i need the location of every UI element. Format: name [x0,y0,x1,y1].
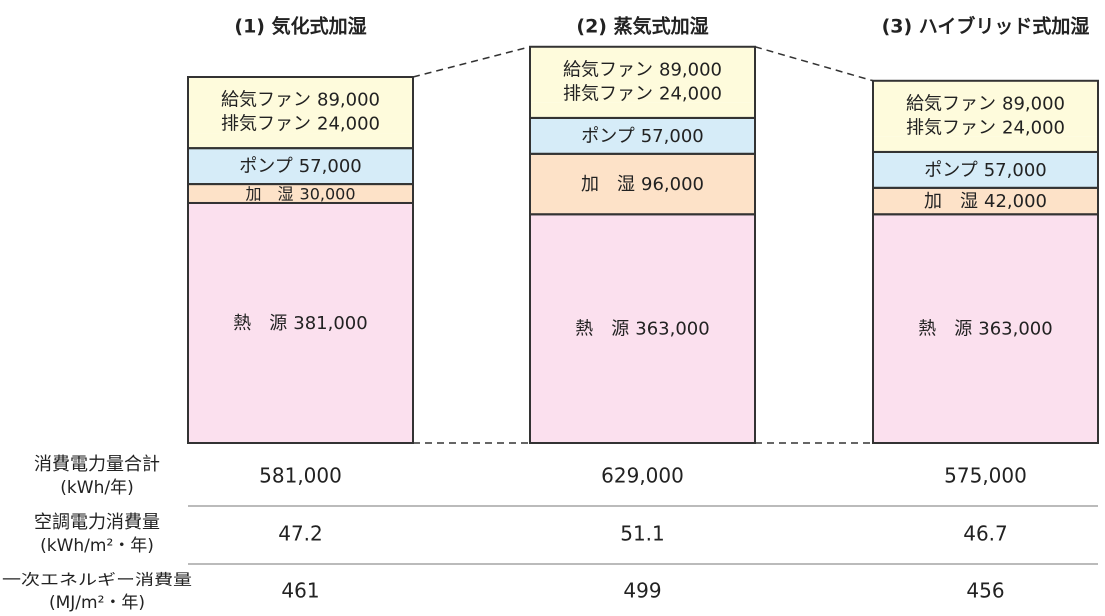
segment-label: ポンプ 57,000 [924,160,1046,181]
segment-name: 給気ファン [221,90,311,111]
bar-segment [873,151,1098,188]
segment-value: 30,000 [300,184,356,203]
segment-value: 363,000 [635,319,709,340]
segment-value: 363,000 [978,319,1052,340]
segment-value: 96,000 [641,174,704,195]
segment-value: 89,000 [659,59,722,80]
segment-value: 381,000 [293,313,367,334]
segment-name: 加 湿 [581,174,635,195]
segment-value: 89,000 [317,90,380,111]
segment-name: ポンプ [924,160,977,181]
bar-segment [188,202,413,443]
bar-segment [530,214,755,443]
segment-name: 熱 源 [918,319,972,340]
segment-name: 排気ファン [221,114,311,135]
segment-outline [872,79,1099,153]
bar-segment [188,184,413,203]
cell-value: 581,000 [259,464,342,488]
cell-value: 456 [966,579,1004,603]
segment-label: 給気ファン 89,000 [563,59,722,80]
segment-value: 89,000 [1002,93,1065,114]
segment-name: 加 湿 [246,184,294,203]
cell-value: 629,000 [601,464,684,488]
segment-name: ポンプ [239,156,292,177]
segment-label: 加 湿 96,000 [581,174,704,195]
category-label: (1) 気化式加湿 [234,15,366,38]
segment-label: 加 湿 30,000 [246,184,356,203]
segment-value: 57,000 [299,156,362,177]
segment-label: 排気ファン 24,000 [906,117,1065,138]
row-unit: (kWh/年) [60,478,133,498]
segment-value: 24,000 [659,83,722,104]
segment-name: 給気ファン [906,93,996,114]
bar-segment [188,148,413,185]
bar-segment [530,153,755,215]
bar-segment [530,46,755,103]
bar-segment [188,77,413,134]
row-label: 消費電力量合計 [34,454,160,475]
cell-value: 51.1 [620,522,665,546]
category-label: (2) 蒸気式加湿 [576,15,708,38]
segment-label: 給気ファン 89,000 [906,93,1065,114]
bar-segment [873,136,1098,152]
cell-value: 46.7 [963,522,1008,546]
row-unit: (kWh/m²・年) [40,536,154,556]
segment-label: 排気ファン 24,000 [221,114,380,135]
segment-name: 加 湿 [924,191,978,212]
segment-label: 熱 源 381,000 [233,313,367,334]
segment-outline [529,45,756,119]
segment-name: 排気ファン [563,83,653,104]
segment-value: 42,000 [984,191,1047,212]
segment-name: 熱 源 [575,319,629,340]
cell-value: 499 [623,579,661,603]
row-label: 一次エネルギー消費量 [2,571,192,589]
segment-name: 排気ファン [906,117,996,138]
category-label: (3) ハイブリッド式加湿 [882,15,1090,38]
segment-label: 排気ファン 24,000 [563,83,722,104]
segment-label: ポンプ 57,000 [581,126,703,147]
bar-segment [873,187,1098,215]
segment-name: ポンプ [581,126,634,147]
bar-segment [873,80,1098,137]
bar-segment [530,102,755,118]
cell-value: 47.2 [278,522,323,546]
connector [412,46,531,78]
segment-label: 熱 源 363,000 [918,319,1052,340]
segment-value: 57,000 [984,160,1047,181]
segment-label: 熱 源 363,000 [575,319,709,340]
segment-label: ポンプ 57,000 [239,156,361,177]
segment-label: 加 湿 42,000 [924,191,1047,212]
segment-name: 給気ファン [563,59,653,80]
cell-value: 575,000 [944,464,1027,488]
segment-value: 24,000 [1002,117,1065,138]
bar-segment [873,214,1098,443]
segment-value: 24,000 [317,114,380,135]
connector [754,46,874,82]
segment-outline [187,76,414,150]
segment-value: 57,000 [641,126,704,147]
cell-value: 461 [281,579,319,603]
row-label: 空調電力消費量 [34,512,160,533]
row-unit: (MJ/m²・年) [49,593,145,613]
bar-segment [188,133,413,149]
segment-label: 給気ファン 89,000 [221,90,380,111]
bar-segment [530,117,755,154]
segment-name: 熱 源 [233,313,287,334]
